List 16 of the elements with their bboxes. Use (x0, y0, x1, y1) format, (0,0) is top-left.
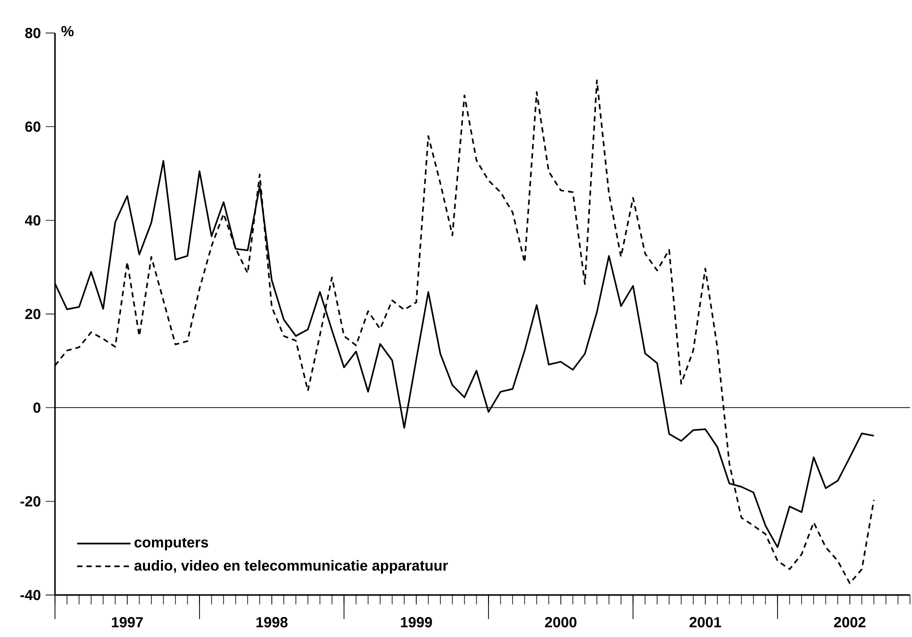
y-tick-label: -40 (20, 590, 40, 600)
y-tick-label: 0 (33, 402, 40, 413)
y-tick-label: -20 (20, 496, 40, 507)
y-axis-title: % (61, 26, 74, 36)
x-tick-label: 2001 (690, 617, 722, 628)
y-tick-label: 40 (24, 215, 40, 226)
y-tick-label: 80 (25, 28, 40, 38)
x-tick-label: 1998 (256, 617, 288, 628)
x-tick-label: 1999 (400, 617, 432, 628)
y-tick-label: 20 (25, 308, 40, 320)
x-tick-label: 1997 (112, 617, 143, 628)
x-tick-label: 2000 (545, 617, 576, 628)
legend-label: audio, video en telecommunicatie apparatuur (134, 560, 448, 574)
y-tick-label: 60 (25, 122, 40, 132)
legend-label: computers (134, 538, 208, 550)
x-tick-label: 2002 (834, 617, 866, 628)
